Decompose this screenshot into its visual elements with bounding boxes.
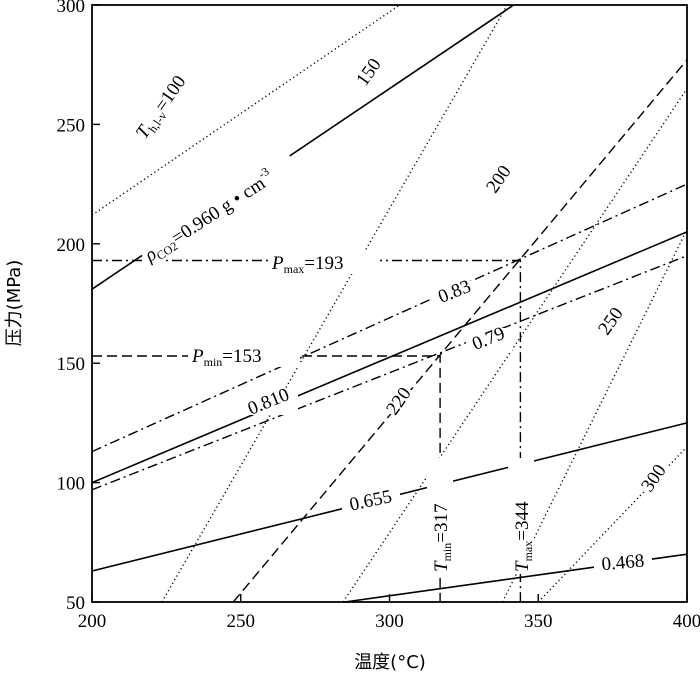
label-bg-220 (383, 390, 417, 414)
pmax-subscript: max (284, 262, 305, 276)
pmin-symbol: P (191, 346, 204, 367)
label-bg-200 (482, 167, 516, 191)
label-bg-pmax (268, 250, 380, 274)
label-bg-300 (638, 467, 672, 491)
series-line-10 (232, 59, 688, 603)
series-layer (91, 4, 688, 603)
label-bg-pmin (188, 343, 300, 367)
label-pmax: Pmax=193 (271, 253, 344, 276)
label-tmax: Tmax=344 (512, 501, 535, 572)
th-value: =100 (151, 72, 191, 116)
y-axis-title: 压力(MPa) (4, 260, 25, 347)
y-tick-label: 150 (57, 354, 86, 375)
label-iso-200: 200 (482, 162, 516, 197)
label-bg-250 (595, 310, 629, 334)
label-bg-tmax (508, 458, 534, 574)
label-pmin: Pmin=153 (191, 346, 262, 369)
x-axis-title: 温度(°C) (354, 652, 426, 673)
series-line-12 (91, 255, 688, 491)
series-line-7 (91, 231, 688, 484)
pmin-subscript: min (204, 355, 223, 369)
label-bg-0810 (240, 391, 298, 415)
x-tick-label: 350 (524, 611, 553, 632)
series-line-11 (91, 183, 688, 453)
label-d0468: 0.468 (601, 551, 645, 576)
label-bg-079 (466, 328, 512, 352)
x-tick-label: 200 (78, 611, 107, 632)
pmin-value: =153 (222, 346, 261, 367)
y-tick-label: 50 (66, 593, 85, 614)
x-tick-label: 250 (227, 611, 256, 632)
tmin-value: =317 (431, 504, 452, 543)
y-tick-label: 300 (57, 0, 86, 17)
label-rho: ρCO2=0.960 g • cm-3 (138, 164, 278, 268)
label-bg-rho (137, 150, 301, 270)
series-line-14 (92, 259, 522, 602)
label-bg-150 (354, 60, 388, 84)
label-th-100: Th,l-v=100 (132, 72, 192, 144)
label-bg-tmin (427, 458, 453, 574)
label-bg-0468 (594, 552, 652, 576)
label-iso-150: 150 (352, 55, 386, 90)
label-tmin: Tmin=317 (431, 504, 454, 572)
tmax-subscript: max (521, 541, 535, 562)
label-bg-083 (432, 281, 478, 305)
pmax-symbol: P (271, 253, 284, 274)
label-bg-0655 (342, 490, 400, 514)
tmax-symbol: T (512, 560, 533, 572)
series-line-2 (161, 4, 508, 603)
ticks-layer: 200 250 300 350 400 50 100 150 200 250 300 (57, 0, 700, 632)
pmax-value: =193 (304, 253, 343, 274)
y-tick-label: 250 (57, 115, 86, 136)
tmax-value: =344 (512, 501, 533, 541)
y-tick-label: 100 (57, 474, 86, 495)
x-tick-label: 300 (375, 611, 404, 632)
plot-frame (91, 4, 688, 603)
tmin-symbol: T (431, 560, 452, 572)
rho-value: =0.960 g • cm (168, 173, 269, 249)
y-tick-label: 200 (57, 235, 86, 256)
tmin-subscript: min (440, 543, 454, 562)
x-tick-label: 400 (673, 611, 700, 632)
